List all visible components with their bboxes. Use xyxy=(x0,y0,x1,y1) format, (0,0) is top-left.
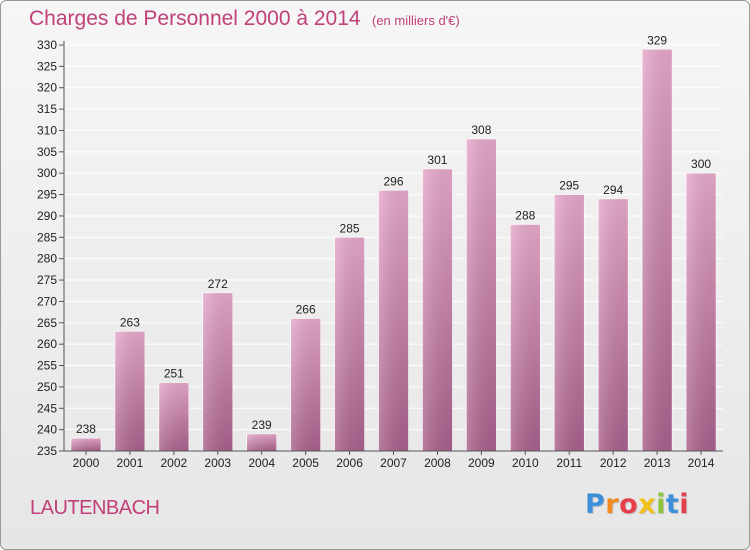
y-tick-label: 310 xyxy=(37,123,57,137)
bar-sheen xyxy=(598,198,629,451)
data-label: 263 xyxy=(120,315,140,329)
bar-sheen xyxy=(378,190,409,451)
bar-sheen xyxy=(290,318,321,451)
y-tick-label: 270 xyxy=(37,294,57,308)
logo-letter: r xyxy=(605,489,620,520)
x-tick-label: 2014 xyxy=(688,456,715,470)
data-label: 288 xyxy=(515,208,535,222)
bar-sheen xyxy=(466,139,497,451)
data-label: 296 xyxy=(383,174,403,188)
proxiti-logo[interactable]: Proxiti xyxy=(585,489,689,520)
y-tick-label: 235 xyxy=(37,444,57,458)
bar-sheen xyxy=(686,173,717,452)
y-tick-label: 330 xyxy=(37,38,57,52)
data-label: 295 xyxy=(559,179,579,193)
y-tick-label: 295 xyxy=(37,188,57,202)
chart-subtitle: (en milliers d'€) xyxy=(372,13,460,28)
commune-name: LAUTENBACH xyxy=(30,497,160,519)
bar-sheen xyxy=(334,237,365,451)
bar-sheen xyxy=(510,224,541,451)
bar-sheen xyxy=(422,168,453,452)
x-tick-label: 2012 xyxy=(600,456,627,470)
data-label: 285 xyxy=(340,221,360,235)
bar-sheen xyxy=(70,438,101,451)
y-tick-label: 300 xyxy=(37,166,57,180)
bar-sheen xyxy=(114,331,145,451)
y-tick-label: 280 xyxy=(37,252,57,266)
y-tick-label: 255 xyxy=(37,359,57,373)
y-tick-label: 290 xyxy=(37,209,57,223)
logo-letter: i xyxy=(679,489,690,520)
data-label: 238 xyxy=(76,422,96,436)
logo-letter: i xyxy=(656,489,666,520)
y-tick-label: 315 xyxy=(37,102,57,116)
x-tick-label: 2002 xyxy=(160,456,187,470)
x-tick-label: 2005 xyxy=(292,456,319,470)
y-tick-label: 245 xyxy=(37,401,57,415)
logo-letter: t xyxy=(665,489,680,520)
chart-title: Charges de Personnel 2000 à 2014 xyxy=(29,7,361,30)
data-label: 266 xyxy=(296,303,316,317)
bar-sheen xyxy=(158,382,189,451)
y-tick-label: 265 xyxy=(37,316,57,330)
y-tick-label: 260 xyxy=(37,337,57,351)
data-label: 329 xyxy=(647,33,667,47)
bar-sheen xyxy=(642,49,673,452)
data-label: 239 xyxy=(252,418,272,432)
y-tick-label: 320 xyxy=(37,81,57,95)
data-label: 301 xyxy=(427,153,447,167)
y-tick-label: 305 xyxy=(37,145,57,159)
logo-letter: x xyxy=(638,489,657,520)
x-tick-label: 2001 xyxy=(117,456,144,470)
y-tick-label: 250 xyxy=(37,380,57,394)
x-tick-label: 2013 xyxy=(644,456,671,470)
x-tick-label: 2006 xyxy=(336,456,363,470)
x-tick-label: 2011 xyxy=(556,456,582,470)
data-label: 251 xyxy=(164,367,184,381)
logo-letter: P xyxy=(585,489,606,520)
data-label: 272 xyxy=(208,277,228,291)
bar-sheen xyxy=(246,433,277,451)
y-tick-label: 325 xyxy=(37,59,57,73)
x-tick-label: 2008 xyxy=(424,456,451,470)
y-tick-label: 275 xyxy=(37,273,57,287)
x-tick-label: 2009 xyxy=(468,456,495,470)
x-tick-label: 2003 xyxy=(204,456,231,470)
x-tick-label: 2000 xyxy=(73,456,100,470)
bar-sheen xyxy=(202,292,233,451)
y-tick-label: 285 xyxy=(37,230,57,244)
y-tick-label: 240 xyxy=(37,423,57,437)
bar-sheen xyxy=(554,194,585,451)
data-label: 294 xyxy=(603,183,623,197)
data-label: 308 xyxy=(471,123,491,137)
x-tick-label: 2004 xyxy=(248,456,275,470)
data-label: 300 xyxy=(691,157,711,171)
x-tick-label: 2007 xyxy=(380,456,407,470)
x-tick-label: 2010 xyxy=(512,456,539,470)
logo-letter: o xyxy=(619,489,639,520)
